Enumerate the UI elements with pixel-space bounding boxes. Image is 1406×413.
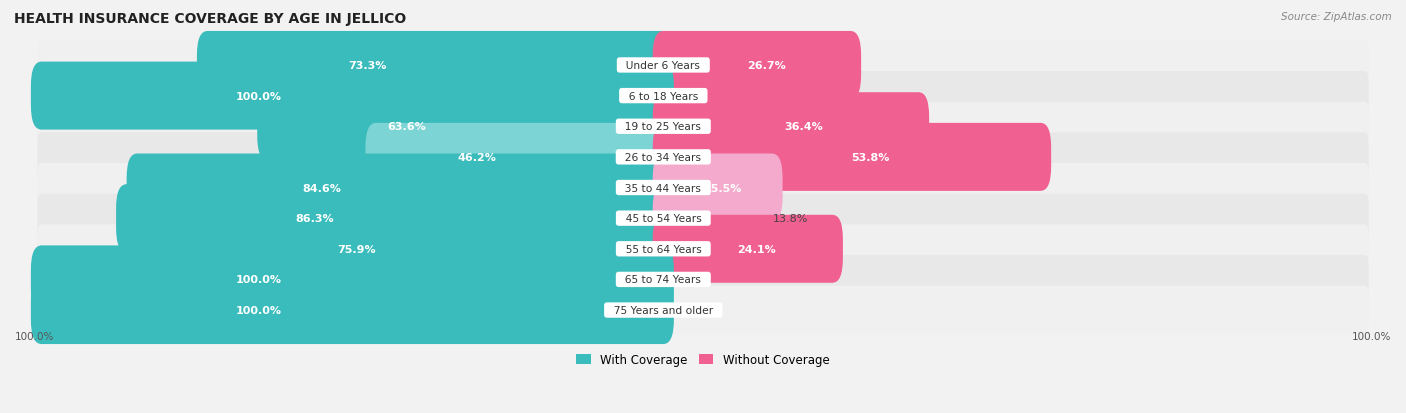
FancyBboxPatch shape: [31, 276, 673, 344]
Text: 15.5%: 15.5%: [704, 183, 742, 193]
Text: 100.0%: 100.0%: [236, 275, 283, 285]
Text: 100.0%: 100.0%: [236, 91, 283, 101]
FancyBboxPatch shape: [652, 154, 783, 222]
Text: 100.0%: 100.0%: [236, 305, 283, 315]
Text: Source: ZipAtlas.com: Source: ZipAtlas.com: [1281, 12, 1392, 22]
Text: 24.1%: 24.1%: [737, 244, 776, 254]
FancyBboxPatch shape: [652, 123, 1052, 191]
Text: 63.6%: 63.6%: [387, 122, 426, 132]
Text: 100.0%: 100.0%: [15, 331, 55, 341]
FancyBboxPatch shape: [38, 133, 1368, 182]
Text: 46.2%: 46.2%: [457, 152, 496, 162]
Text: 55 to 64 Years: 55 to 64 Years: [619, 244, 709, 254]
Text: 26 to 34 Years: 26 to 34 Years: [619, 152, 709, 162]
FancyBboxPatch shape: [38, 255, 1368, 304]
Text: 86.3%: 86.3%: [295, 214, 333, 223]
FancyBboxPatch shape: [38, 41, 1368, 90]
Text: 19 to 25 Years: 19 to 25 Years: [619, 122, 709, 132]
Text: 53.8%: 53.8%: [852, 152, 890, 162]
Text: 13.8%: 13.8%: [773, 214, 808, 223]
Text: 26.7%: 26.7%: [747, 61, 786, 71]
Text: 35 to 44 Years: 35 to 44 Years: [619, 183, 709, 193]
Text: 45 to 54 Years: 45 to 54 Years: [619, 214, 709, 223]
Text: 100.0%: 100.0%: [1351, 331, 1391, 341]
FancyBboxPatch shape: [38, 164, 1368, 213]
FancyBboxPatch shape: [38, 194, 1368, 243]
FancyBboxPatch shape: [652, 32, 860, 100]
Text: 36.4%: 36.4%: [785, 122, 823, 132]
Text: 84.6%: 84.6%: [302, 183, 340, 193]
FancyBboxPatch shape: [257, 93, 673, 161]
Text: 73.3%: 73.3%: [347, 61, 387, 71]
FancyBboxPatch shape: [366, 123, 673, 191]
Legend: With Coverage, Without Coverage: With Coverage, Without Coverage: [572, 349, 834, 371]
FancyBboxPatch shape: [31, 246, 673, 313]
FancyBboxPatch shape: [31, 62, 673, 130]
FancyBboxPatch shape: [181, 215, 673, 283]
FancyBboxPatch shape: [38, 225, 1368, 274]
FancyBboxPatch shape: [38, 286, 1368, 335]
FancyBboxPatch shape: [127, 154, 673, 222]
FancyBboxPatch shape: [197, 32, 673, 100]
Text: 75 Years and older: 75 Years and older: [607, 305, 720, 315]
FancyBboxPatch shape: [652, 215, 842, 283]
FancyBboxPatch shape: [117, 185, 673, 252]
Text: HEALTH INSURANCE COVERAGE BY AGE IN JELLICO: HEALTH INSURANCE COVERAGE BY AGE IN JELL…: [14, 12, 406, 26]
FancyBboxPatch shape: [38, 102, 1368, 152]
FancyBboxPatch shape: [38, 72, 1368, 121]
FancyBboxPatch shape: [652, 185, 770, 252]
Text: 6 to 18 Years: 6 to 18 Years: [621, 91, 704, 101]
Text: Under 6 Years: Under 6 Years: [620, 61, 707, 71]
Text: 75.9%: 75.9%: [337, 244, 375, 254]
FancyBboxPatch shape: [652, 93, 929, 161]
Text: 65 to 74 Years: 65 to 74 Years: [619, 275, 709, 285]
